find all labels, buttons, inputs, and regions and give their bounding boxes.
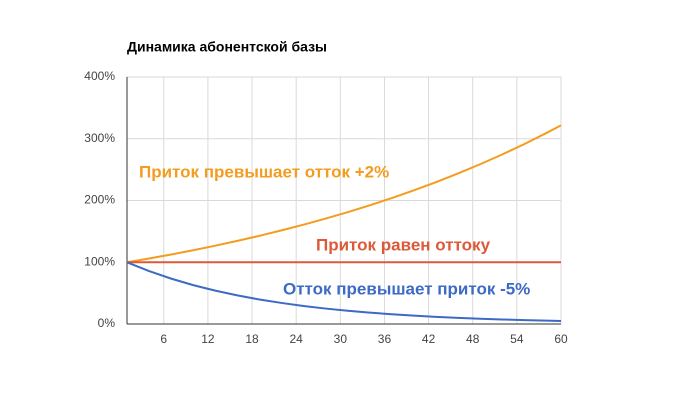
series-label: Приток превышает отток +2% (139, 162, 389, 181)
y-tick-label: 100% (84, 254, 115, 268)
chart-title: Динамика абонентской базы (127, 39, 327, 55)
x-tick-label: 18 (245, 332, 259, 346)
y-tick-label: 0% (98, 316, 116, 330)
x-tick-label: 60 (554, 332, 568, 346)
y-tick-label: 200% (84, 193, 115, 207)
x-tick-label: 42 (422, 332, 436, 346)
x-tick-label: 24 (290, 332, 304, 346)
y-tick-label: 300% (84, 131, 115, 145)
series-label: Приток равен оттоку (316, 235, 491, 254)
x-tick-label: 12 (201, 332, 215, 346)
series-line (126, 124, 562, 264)
x-tick-label: 54 (510, 332, 524, 346)
y-tick-label: 400% (84, 69, 115, 83)
series-label: Отток превышает приток -5% (283, 279, 530, 298)
x-tick-label: 6 (160, 332, 167, 346)
x-tick-label: 48 (466, 332, 480, 346)
x-tick-label: 30 (334, 332, 348, 346)
series-line (126, 261, 562, 323)
x-tick-label: 36 (378, 332, 392, 346)
